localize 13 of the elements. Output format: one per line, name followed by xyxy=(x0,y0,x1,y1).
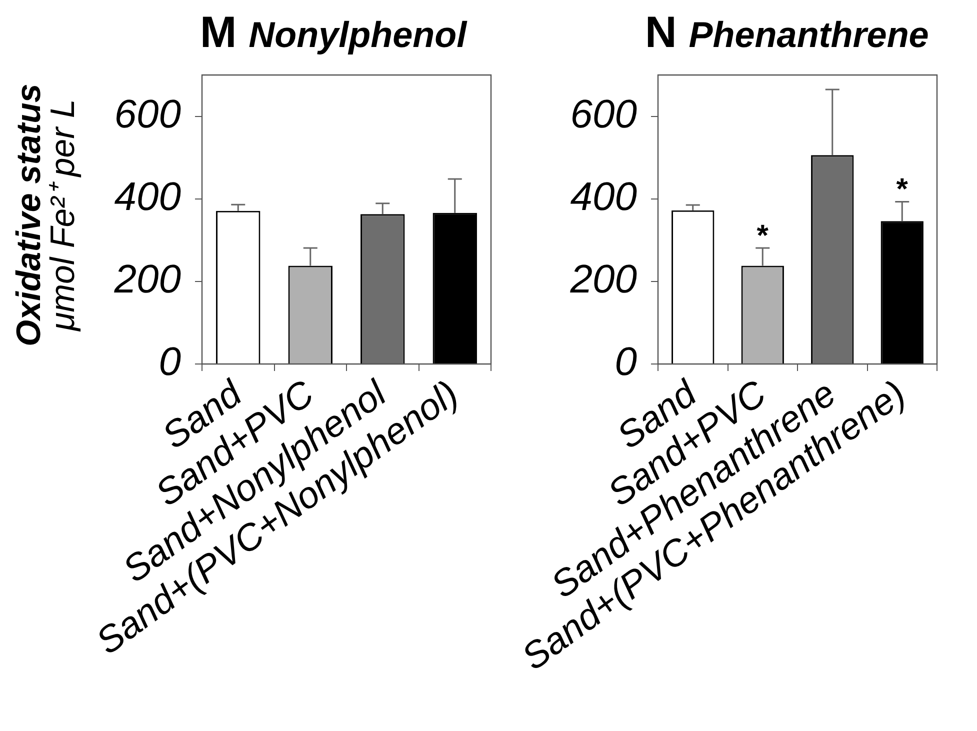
chart-title: N Phenanthrene xyxy=(645,8,929,57)
chart-title: M Nonylphenol xyxy=(200,8,467,57)
y-axis-title: Oxidative status μmol Fe²⁺ per L xyxy=(10,82,82,348)
y-tick-label: 400 xyxy=(114,174,181,219)
annotation: * xyxy=(896,173,908,206)
y-tick-label: 0 xyxy=(614,340,637,384)
y-tick-label: 600 xyxy=(570,92,637,136)
y-tick-label: 200 xyxy=(113,258,181,302)
y-tick-label: 0 xyxy=(158,340,181,384)
y-tick-label: 200 xyxy=(569,258,637,302)
annotation: * xyxy=(756,219,769,252)
y-tick-label: 600 xyxy=(114,92,181,136)
y-tick-label: 400 xyxy=(570,174,637,219)
